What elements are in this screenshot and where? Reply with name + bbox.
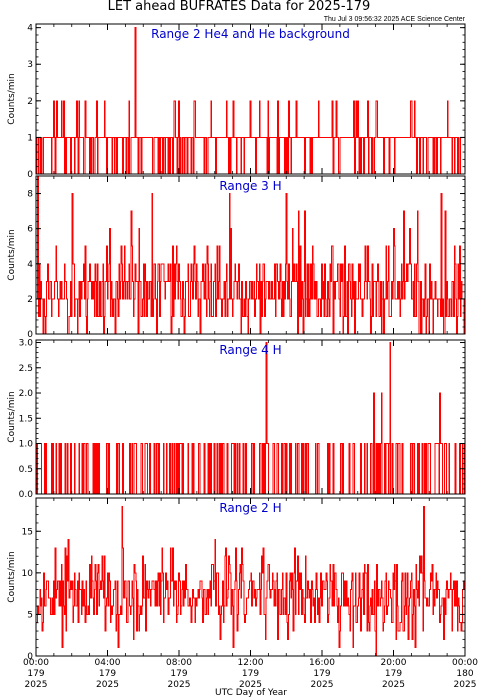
plot-frame — [35, 339, 466, 495]
x-tick-label-year: 2025 — [25, 680, 48, 690]
data-series-line — [36, 175, 466, 335]
y-tick-label: 4 — [27, 260, 33, 270]
panel-title: Range 4 H — [219, 343, 281, 357]
x-axis: 00:00179202504:00179202508:00179202512:0… — [23, 658, 478, 690]
y-tick-label: 3.0 — [19, 339, 34, 349]
x-tick-label-day: 179 — [385, 669, 402, 679]
y-tick-label: 10 — [22, 569, 34, 579]
y-tick-label: 1.5 — [19, 414, 33, 424]
x-tick-label-year: 2025 — [454, 680, 477, 690]
panels: 0 1 2 3 4 Counts/min Range 2 He4 and He backgr… — [7, 23, 466, 662]
timestamp: Thu Jul 3 09:56:32 2025 ACE Science Cent… — [324, 16, 466, 23]
x-tick-label-time: 00:00 — [452, 658, 478, 668]
y-tick-label: 4 — [27, 24, 33, 34]
panel-1: 0 1 2 3 4 Counts/min Range 2 He4 and He backgr… — [7, 23, 466, 180]
x-tick-label-year: 2025 — [239, 680, 262, 690]
panel-title: Range 2 He4 and He background — [151, 27, 350, 41]
y-tick-label: 0 — [27, 330, 33, 340]
panel-4: 0 5 10 15 Counts/min Range 2 H — [7, 497, 466, 662]
panel-3: 0.0 0.5 1.0 1.5 2.0 2.5 3.0 Counts/min Range 4 H — [7, 339, 466, 500]
panel-2: 0 2 4 6 8 Counts/min Range 3 H — [7, 175, 466, 340]
y-tick-label: 15 — [22, 527, 33, 537]
y-tick-label: 8 — [27, 190, 33, 200]
x-tick-label-day: 179 — [170, 669, 187, 679]
data-series-line — [36, 27, 465, 175]
x-tick-label-time: 16:00 — [309, 658, 335, 668]
panel-title: Range 3 H — [219, 179, 281, 193]
x-tick-label-year: 2025 — [96, 680, 119, 690]
y-axis-label: Counts/min — [7, 551, 17, 602]
x-axis-label: UTC Day of Year — [215, 688, 287, 698]
panel-title: Range 2 H — [219, 501, 281, 515]
x-tick-label-time: 12:00 — [238, 658, 264, 668]
plot-frame — [35, 23, 466, 175]
y-tick-label: 0.0 — [19, 490, 34, 500]
x-tick-label-time: 04:00 — [95, 658, 121, 668]
x-tick-label-day: 180 — [456, 669, 473, 679]
x-tick-label-year: 2025 — [168, 680, 191, 690]
x-tick-label-day: 179 — [313, 669, 330, 679]
y-tick-label: 1.0 — [19, 440, 34, 450]
y-tick-label: 1 — [27, 133, 33, 143]
x-tick-label-year: 2025 — [311, 680, 334, 690]
x-tick-label-time: 00:00 — [23, 658, 49, 668]
y-tick-label: 0 — [27, 170, 33, 180]
y-tick-label: 2.0 — [19, 389, 34, 399]
y-tick-label: 0.5 — [19, 465, 33, 475]
y-axis-label: Counts/min — [7, 73, 17, 124]
y-axis-label: Counts/min — [7, 391, 17, 442]
x-tick-label-day: 179 — [242, 669, 259, 679]
y-axis-label: Counts/min — [7, 229, 17, 280]
y-tick-label: 2 — [27, 97, 33, 107]
y-tick-label: 6 — [27, 225, 33, 235]
x-tick-label-year: 2025 — [382, 680, 405, 690]
y-tick-label: 2.5 — [19, 364, 33, 374]
y-tick-label: 0 — [27, 652, 33, 662]
data-series-line — [36, 505, 466, 657]
y-tick-label: 5 — [27, 610, 33, 620]
x-tick-label-day: 179 — [27, 669, 44, 679]
data-series-line — [36, 342, 465, 495]
figure-title: LET ahead BUFRATES Data for 2025-179 — [108, 0, 371, 14]
y-tick-label: 3 — [27, 60, 33, 70]
x-tick-label-time: 08:00 — [166, 658, 192, 668]
x-tick-label-time: 20:00 — [381, 658, 407, 668]
y-tick-label: 2 — [27, 295, 33, 305]
x-tick-label-day: 179 — [99, 669, 116, 679]
